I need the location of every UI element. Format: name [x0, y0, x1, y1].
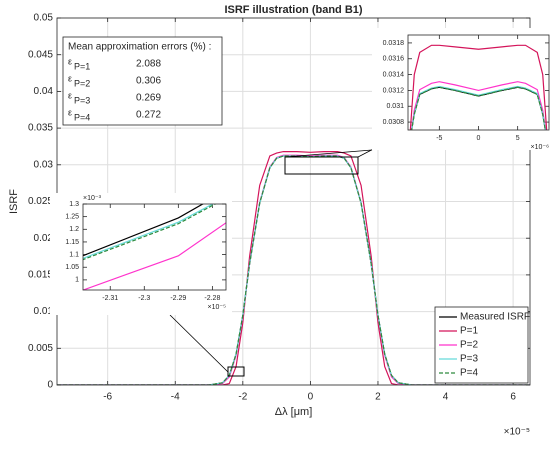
- legend-label: P=3: [460, 354, 479, 365]
- x-tick-label: -2.28: [204, 295, 220, 302]
- error-value: 0.306: [136, 76, 161, 87]
- y-axis-label: ISRF: [8, 189, 20, 214]
- series-line: [411, 85, 546, 130]
- x-tick-label: -2: [238, 392, 247, 403]
- series-line: [83, 204, 204, 257]
- x-tick-label: -2.3: [138, 295, 150, 302]
- y-tick-label: 0.045: [28, 49, 53, 60]
- y-tick-label: 1.2: [69, 226, 79, 233]
- x-multiplier: ×10⁻⁵: [208, 304, 227, 311]
- series-line: [83, 222, 226, 290]
- epsilon: ε: [68, 90, 72, 100]
- error-label: P=2: [74, 78, 90, 88]
- y-tick-label: 0.05: [34, 13, 54, 24]
- y-tick-label: 0.0312: [383, 87, 405, 94]
- x-tick-label: -2.31: [102, 295, 118, 302]
- chart-title: ISRF illustration (band B1): [224, 4, 362, 16]
- x-tick-label: 4: [443, 392, 449, 403]
- y-tick-label: 1.3: [69, 201, 79, 208]
- main-axes: 0 0.005 0.01 0.015 0.02 0.025 0.03 0.035 0.04 0.0…: [8, 4, 531, 438]
- epsilon: ε: [68, 107, 72, 117]
- error-value: 2.088: [136, 59, 161, 70]
- x-axis-label: Δλ [μm]: [275, 406, 313, 418]
- y-tick-label: 1.1: [69, 251, 79, 258]
- y-tick-label: 0.025: [28, 196, 53, 207]
- connector: [284, 149, 373, 158]
- error-box-frame: [62, 36, 223, 126]
- y-tick-label: 0.0308: [383, 119, 405, 126]
- series-line: [83, 204, 217, 261]
- y-tick-label: 0.0316: [383, 56, 405, 63]
- inset-axes: 0.0308 0.031 0.0312 0.0314 0.0316 0.0318 -5 0 5 ×…: [372, 28, 557, 151]
- epsilon: ε: [68, 73, 72, 83]
- y-tick-label: 0.0318: [383, 40, 405, 47]
- y-tick-label: 0.0314: [383, 71, 405, 78]
- error-value: 0.272: [136, 110, 161, 121]
- y-tick-label: 1.25: [65, 213, 79, 220]
- x-multiplier: ×10⁻⁶: [531, 144, 550, 151]
- legend-label: P=4: [460, 368, 479, 379]
- x-tick-label: 6: [510, 392, 516, 403]
- error-box-title: Mean approximation errors (%) :: [68, 42, 211, 53]
- y-tick-label: 1.05: [65, 264, 79, 271]
- y-tick-label: 1.15: [65, 239, 79, 246]
- y-tick-label: 0.005: [28, 343, 53, 354]
- error-value: 0.269: [136, 93, 161, 104]
- x-tick-label: -6: [103, 392, 112, 403]
- axes-frame: [407, 34, 550, 131]
- epsilon: ε: [68, 56, 72, 66]
- x-tick-label: -2.29: [170, 295, 186, 302]
- axes-frame: [82, 203, 227, 291]
- y-tick-label: 0.01: [34, 306, 54, 317]
- y-tick-label: 0.035: [28, 123, 53, 134]
- legend-label: P=1: [460, 326, 479, 337]
- legend-label: P=2: [460, 340, 479, 351]
- error-label: P=4: [74, 112, 90, 122]
- series-line: [410, 81, 547, 130]
- y-multiplier: ×10⁻³: [83, 195, 102, 202]
- y-tick-label: 0.03: [34, 159, 54, 170]
- error-box: Mean approximation errors (%) :ε P=1 2.088…: [62, 36, 223, 126]
- connector: [169, 314, 229, 373]
- x-tick-label: 2: [375, 392, 381, 403]
- y-tick-label: 0.04: [34, 86, 54, 97]
- x-tick-label: -5: [436, 135, 442, 142]
- legend: Measured ISRF P=1 P=2 P=3 P=4: [434, 306, 530, 384]
- y-tick-label: 0.031: [386, 103, 404, 110]
- series-line: [409, 44, 548, 130]
- y-tick-label: 0: [47, 380, 53, 391]
- y-tick-label: 0.02: [34, 233, 54, 244]
- series-line: [411, 86, 546, 130]
- legend-label: Measured ISRF: [460, 312, 530, 323]
- inset-background: [50, 193, 232, 315]
- error-label: P=1: [74, 61, 90, 71]
- x-tick-label: 5: [516, 135, 520, 142]
- inset-axes: 1 1.05 1.1 1.15 1.2 1.25 1.3 -2.31 -2.3 -2.29 -2.2…: [50, 193, 232, 315]
- x-tick-label: 0: [308, 392, 314, 403]
- y-tick-label: 0.015: [28, 270, 53, 281]
- y-tick-label: 1: [75, 277, 79, 284]
- zoom-box: [284, 156, 359, 175]
- error-label: P=3: [74, 95, 90, 105]
- x-multiplier: ×10⁻⁵: [504, 427, 530, 438]
- x-tick-label: -4: [171, 392, 180, 403]
- x-tick-label: 0: [477, 135, 481, 142]
